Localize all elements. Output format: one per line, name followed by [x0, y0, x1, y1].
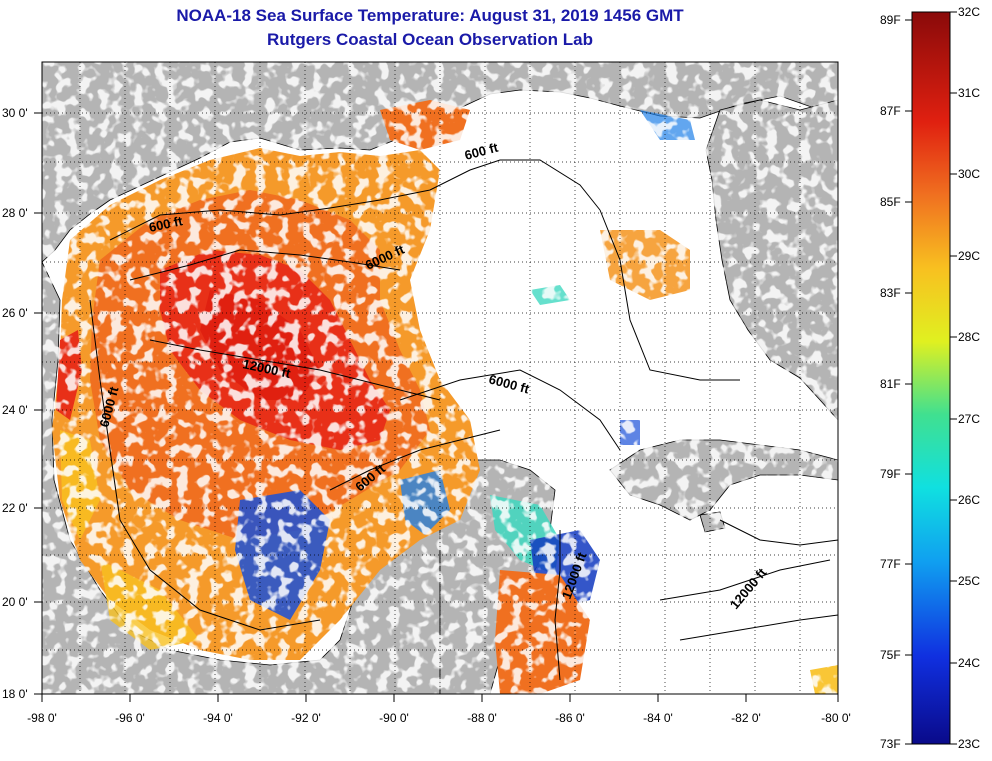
map-frame [41, 61, 839, 695]
map-plot-area [42, 62, 838, 694]
colorbar-f-label: 75F [880, 648, 901, 662]
lon-label: -98 0' [27, 711, 57, 725]
latitude-labels: 30 0' 28 0' 26 0' 24 0' 22 0' 20 0' 18 0… [2, 106, 28, 701]
lon-label: -86 0' [555, 711, 585, 725]
colorbar-f-label: 81F [880, 377, 901, 391]
colorbar-f-label: 83F [880, 286, 901, 300]
colorbar-f-label: 85F [880, 195, 901, 209]
colorbar-f-label: 87F [880, 104, 901, 118]
colorbar-f-label: 77F [880, 557, 901, 571]
lon-label: -92 0' [291, 711, 321, 725]
lat-label: 26 0' [2, 306, 28, 320]
colorbar-f-label: 89F [880, 13, 901, 27]
lon-label: -90 0' [379, 711, 409, 725]
map-subtitle: Rutgers Coastal Ocean Observation Lab [267, 30, 593, 49]
bathymetry-contours [89, 159, 838, 681]
lon-label: -88 0' [467, 711, 497, 725]
lat-label: 20 0' [2, 595, 28, 609]
axis-ticks [34, 112, 839, 702]
lon-label: -94 0' [203, 711, 233, 725]
lon-label: -82 0' [731, 711, 761, 725]
colorbar-c-label: 32C [958, 5, 981, 19]
colorbar-c-label: 27C [958, 412, 981, 426]
map-title: NOAA-18 Sea Surface Temperature: August … [176, 6, 684, 25]
lat-label: 28 0' [2, 206, 28, 220]
colorbar-gradient [911, 11, 951, 745]
colorbar-c-label: 28C [958, 330, 981, 344]
lat-label: 24 0' [2, 403, 28, 417]
grid [42, 62, 838, 694]
colorbar-c-label: 31C [958, 86, 981, 100]
colorbar-c-label: 29C [958, 249, 981, 263]
lon-label: -80 0' [821, 711, 851, 725]
longitude-labels: -98 0' -96 0' -94 0' -92 0' -90 0' -88 0… [27, 711, 851, 725]
colorbar-f-label: 73F [880, 737, 901, 751]
lon-label: -84 0' [643, 711, 673, 725]
lat-label: 18 0' [2, 687, 28, 701]
colorbar-c-label: 24C [958, 656, 981, 670]
colorbar-c-label: 23C [958, 737, 981, 751]
lat-label: 30 0' [2, 106, 28, 120]
colorbar-f-label: 79F [880, 467, 901, 481]
colorbar-c-label: 26C [958, 493, 981, 507]
colorbar-c-label: 25C [958, 574, 981, 588]
colorbar-c-label: 30C [958, 167, 981, 181]
lat-label: 22 0' [2, 501, 28, 515]
contour-label: 600 ft [148, 213, 185, 235]
lon-label: -96 0' [115, 711, 145, 725]
colorbar-ticks [905, 11, 957, 745]
